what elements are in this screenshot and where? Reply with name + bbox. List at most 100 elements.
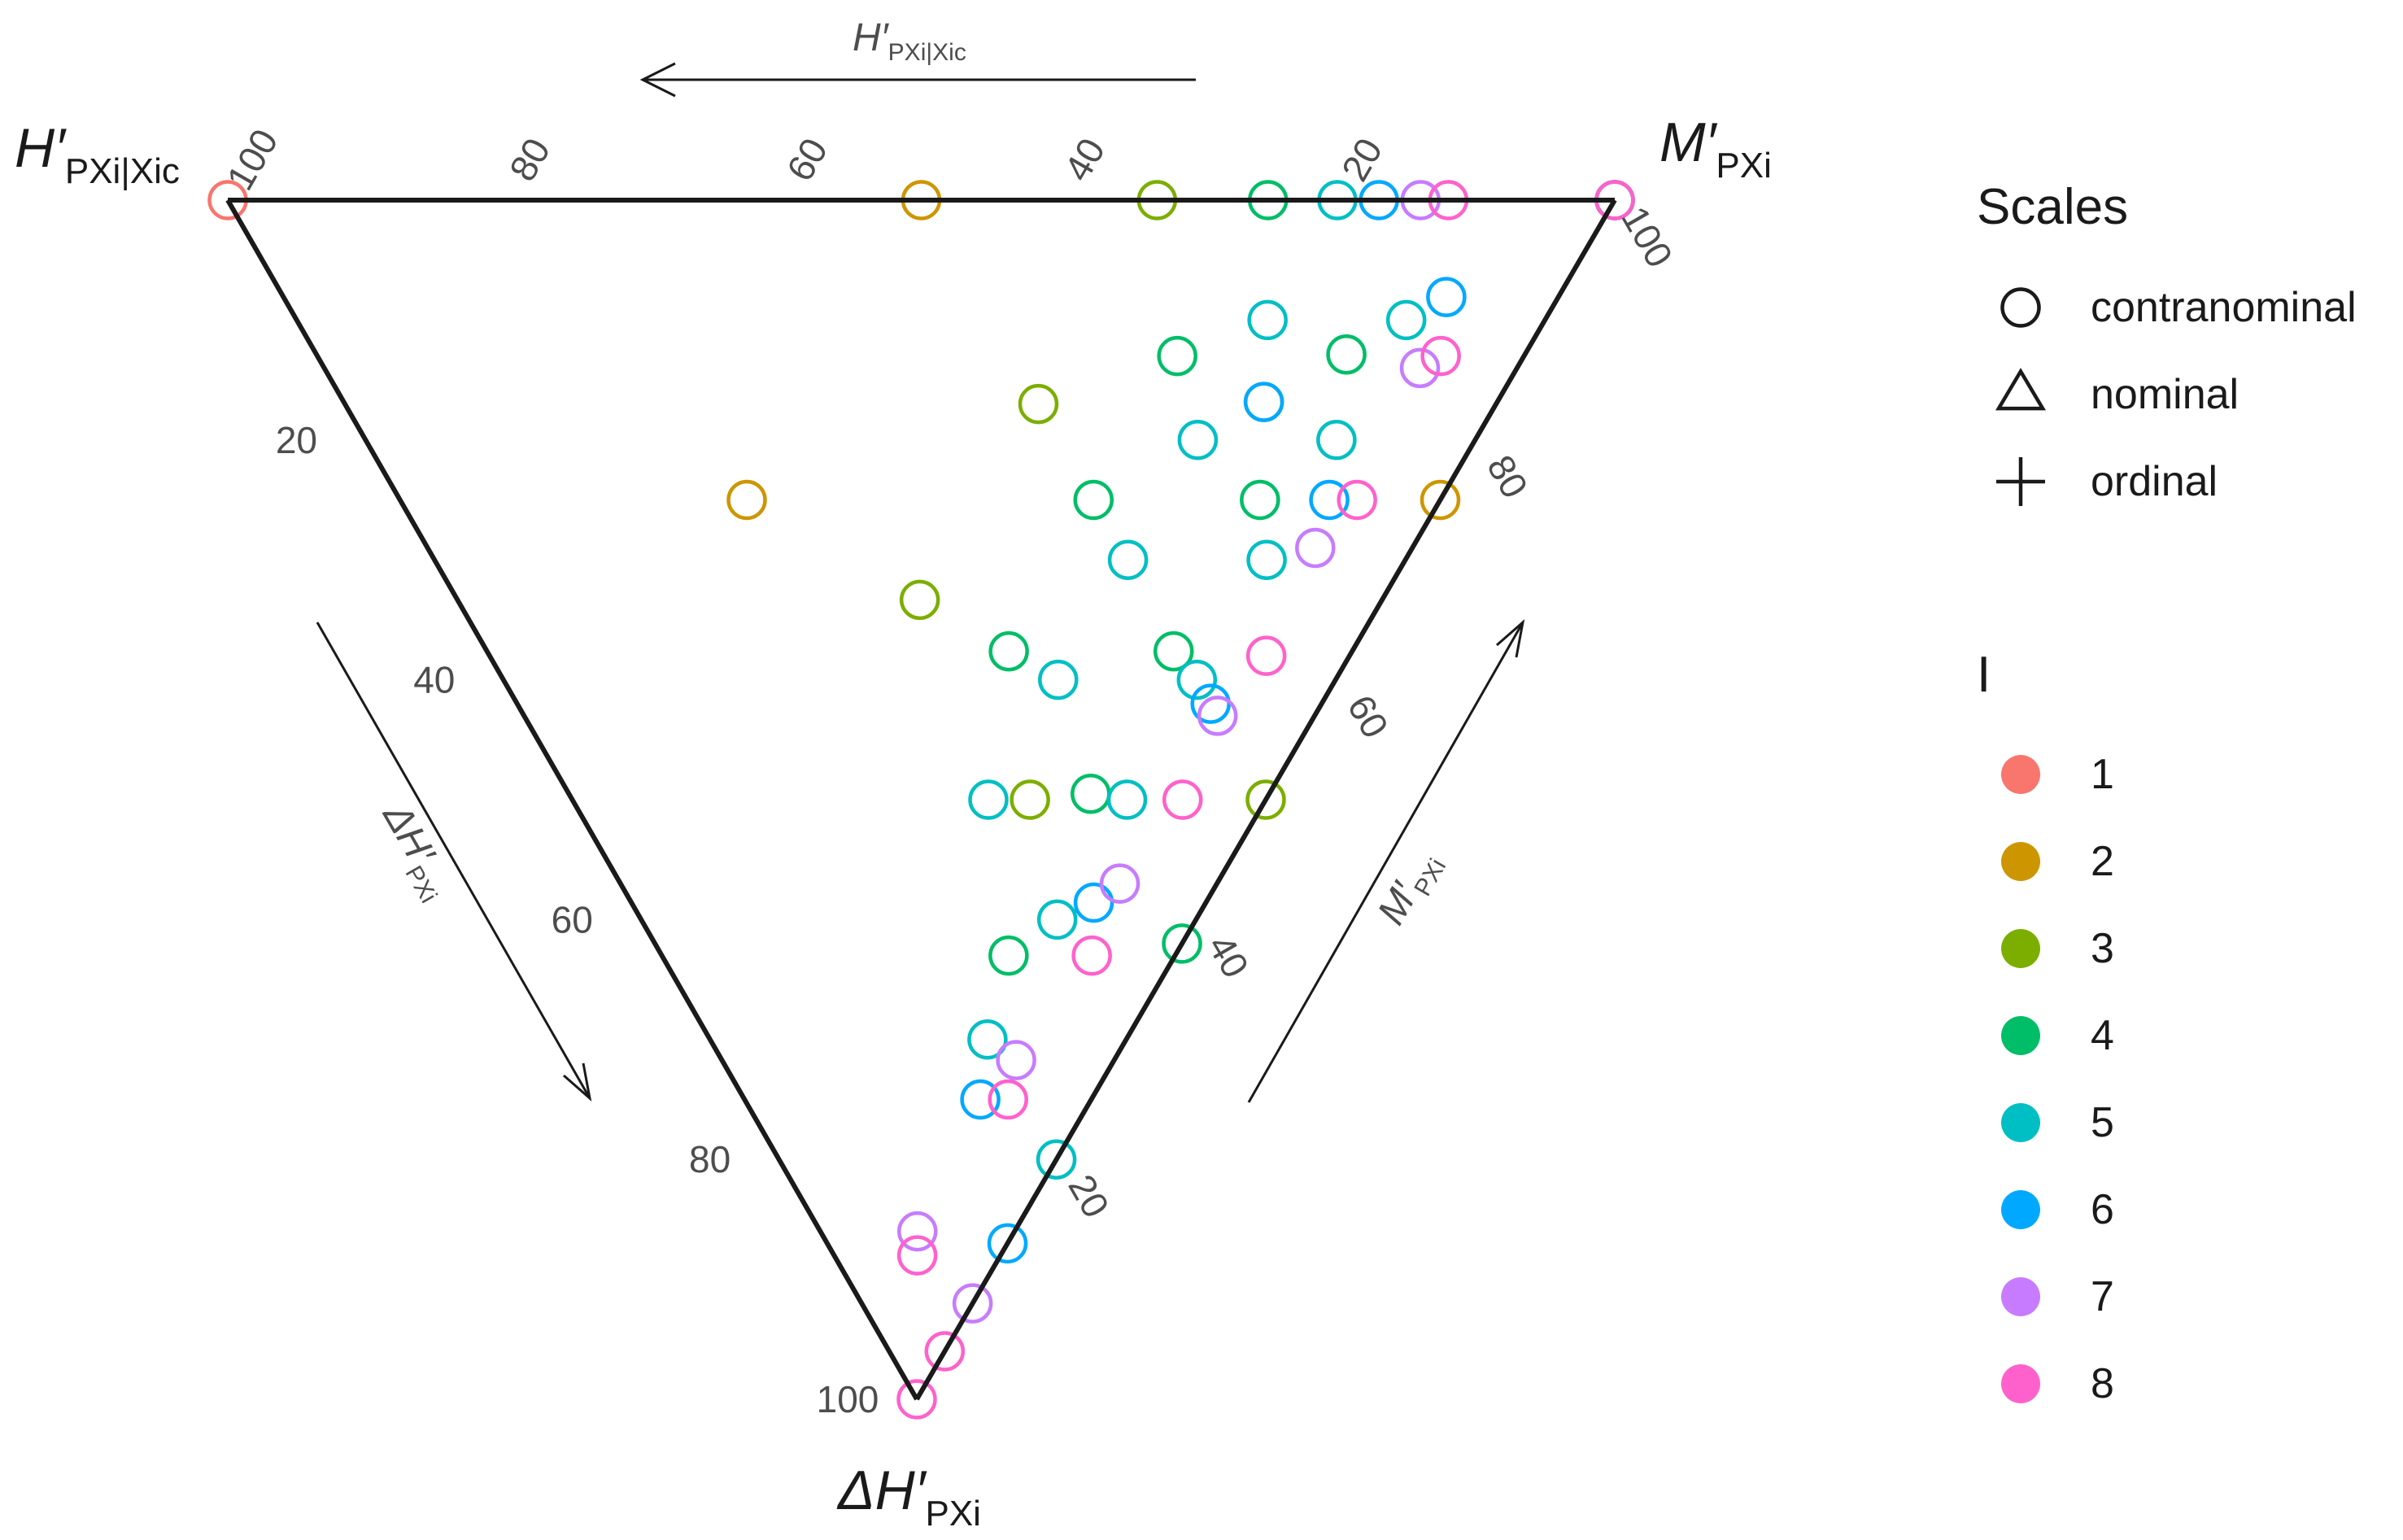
tick-left-100: 100 (817, 1378, 879, 1420)
left-arrowhead (563, 1062, 592, 1102)
tick-right-100: 100 (1613, 199, 1681, 274)
vertex-label-h: H′PXi|Xic (15, 117, 180, 191)
data-point-i3-ordinal (899, 579, 940, 621)
ternary-frame (225, 198, 1617, 1401)
legend-label-i-5: 5 (2091, 1099, 2114, 1146)
shape-legend: contranominal nominal ordinal (1995, 284, 2357, 506)
tick-left-20: 20 (276, 419, 317, 461)
data-point-i5-ordinal (1246, 539, 1287, 580)
tick-right-40: 40 (1200, 927, 1258, 984)
data-point-i5-ordinal (1176, 659, 1218, 700)
legend-key-color-5 (2001, 1103, 2040, 1142)
legend-key-color-8 (2001, 1364, 2040, 1403)
legend-label-i-1: 1 (2091, 751, 2114, 798)
data-point-i5-nominal (1036, 1139, 1077, 1180)
legend-label-i-4: 4 (2091, 1012, 2114, 1059)
legend-key-color-2 (2001, 842, 2040, 881)
tick-left-60: 60 (552, 898, 593, 940)
ticks-layer: 100 80 60 40 20 20 40 60 80 100 100 80 60 40 20 (218, 122, 1681, 1420)
right-edge (914, 198, 1617, 1401)
data-point-i7-ordinal (1399, 347, 1441, 389)
legend-key-color-7 (2001, 1277, 2040, 1316)
color-legend: 1 2 3 4 5 6 7 8 (2001, 751, 2114, 1407)
data-point-i7-ordinal (897, 1211, 938, 1252)
data-point-i4-ordinal (1153, 630, 1194, 672)
left-arrow (316, 622, 591, 1099)
legend-key-triangle (1995, 368, 2047, 411)
left-edge (225, 198, 919, 1401)
data-point-i4-ordinal (1073, 479, 1114, 521)
tick-top-20: 20 (1333, 131, 1391, 188)
axis-arrows (316, 62, 1525, 1103)
data-point-i5-ordinal (1038, 659, 1079, 700)
tick-right-20: 20 (1060, 1167, 1118, 1224)
tick-right-60: 60 (1339, 687, 1397, 744)
data-point-i5-ordinal (1177, 420, 1219, 460)
data-point-i4-ordinal (1157, 335, 1197, 377)
legend: Scales contranominal nominal ordinal I 1 2 3… (1977, 179, 2357, 1407)
data-point-i3-ordinal (1018, 383, 1059, 425)
legend-key-circle (2000, 287, 2041, 328)
tick-right-80: 80 (1479, 448, 1537, 505)
data-point-i2-ordinal (726, 479, 767, 521)
data-point-i2-nominal (1420, 479, 1461, 521)
data-point-i7-nominal (952, 1283, 993, 1324)
legend-key-color-6 (2001, 1190, 2040, 1229)
data-point-i5-ordinal (1106, 779, 1148, 820)
tick-top-100: 100 (218, 122, 286, 197)
data-point-i6-ordinal (1243, 382, 1284, 422)
data-point-i5-ordinal (1107, 539, 1149, 580)
top-arrow-label: H′PXi|Xic (853, 16, 966, 66)
legend-label-contranominal: contranominal (2091, 284, 2357, 331)
data-point-i5-ordinal (1385, 299, 1427, 341)
points-layer (207, 180, 1635, 1420)
data-point-i4-ordinal (988, 935, 1029, 976)
data-point-i8-ordinal (896, 1235, 938, 1276)
legend-key-color-4 (2001, 1016, 2040, 1055)
tick-left-40: 40 (413, 659, 455, 701)
legend-key-plus (1996, 457, 2045, 506)
data-point-i6-ordinal (1309, 479, 1350, 521)
data-point-i5-ordinal (968, 779, 1009, 820)
vertex-label-dh: ΔH′PXi (836, 1459, 981, 1533)
data-point-i7-ordinal (996, 1040, 1036, 1080)
data-point-i8-ordinal (896, 1379, 937, 1420)
data-point-i8-ordinal (1162, 779, 1203, 820)
legend-label-i-8: 8 (2091, 1360, 2114, 1407)
legend-label-nominal: nominal (2091, 371, 2239, 418)
data-point-i7-ordinal (1197, 696, 1238, 736)
legend-label-i-7: 7 (2091, 1273, 2114, 1320)
top-arrowhead (639, 62, 676, 98)
data-point-i6-nominal (987, 1223, 1028, 1264)
data-point-i8-ordinal (988, 1079, 1028, 1120)
data-point-i5-ordinal (1036, 899, 1078, 940)
legend-title-i: I (1977, 647, 1991, 703)
data-point-i7-ordinal (1295, 527, 1336, 569)
legend-title-scales: Scales (1977, 179, 2128, 235)
legend-key-color-1 (2001, 755, 2040, 794)
data-point-i3-ordinal (1010, 779, 1050, 820)
legend-label-i-6: 6 (2091, 1186, 2114, 1233)
vertex-label-m: M′PXi (1659, 111, 1772, 185)
right-arrowhead (1496, 619, 1525, 658)
data-point-i6-ordinal (960, 1079, 1001, 1120)
data-point-i7-ordinal (1099, 863, 1140, 904)
data-point-i4-nominal (1162, 923, 1202, 964)
tick-top-80: 80 (501, 131, 559, 188)
data-point-i4-ordinal (988, 630, 1029, 672)
data-point-i6-ordinal (1426, 277, 1467, 317)
tick-left-80: 80 (689, 1138, 730, 1180)
data-point-i8-ordinal (1071, 935, 1112, 976)
data-point-i5-ordinal (967, 1019, 1008, 1060)
right-arrow-label: M′PXi (1370, 843, 1452, 935)
data-point-i5-ordinal (1247, 299, 1288, 341)
data-point-i5-ordinal (1316, 420, 1357, 460)
legend-label-i-3: 3 (2091, 925, 2114, 972)
data-point-i3-nominal (1245, 779, 1286, 820)
data-point-i8-ordinal (1337, 479, 1377, 521)
data-point-i4-ordinal (1240, 479, 1280, 521)
legend-key-color-3 (2001, 929, 2040, 968)
right-arrow (1247, 622, 1524, 1103)
tick-top-40: 40 (1056, 131, 1114, 188)
